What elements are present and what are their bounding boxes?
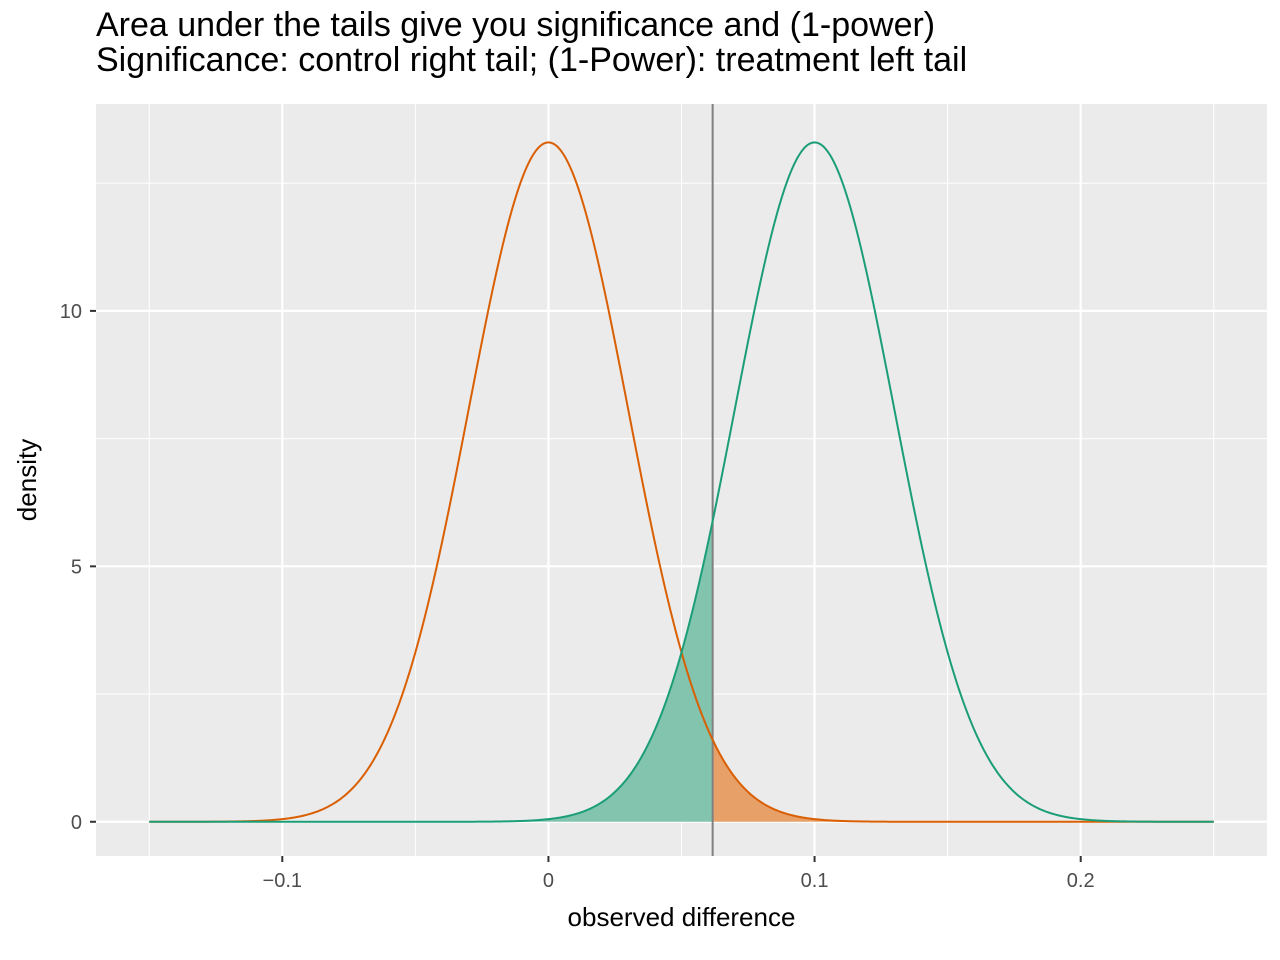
density-curve-1	[149, 141, 1214, 823]
density-curves	[149, 141, 1214, 823]
chart-subtitle: Significance: control right tail; (1-Pow…	[96, 41, 968, 79]
x-tick-label-1: 0	[543, 870, 554, 892]
y-tick-label-0: 0	[71, 812, 82, 834]
title-block: Area under the tails give you significan…	[96, 8, 967, 78]
chart-title: Area under the tails give you significan…	[96, 6, 936, 44]
y-tick-label-1: 5	[71, 556, 82, 578]
x-axis-title: observed difference	[568, 902, 796, 932]
tail-fill-0	[712, 739, 1214, 822]
grid-minor	[96, 104, 1267, 856]
x-axis: −0.1 0 0.1 0.2	[263, 856, 1095, 892]
y-axis: 0 5 10	[60, 301, 96, 834]
x-tick-label-2: 0.1	[801, 870, 829, 892]
y-tick-label-2: 10	[60, 301, 82, 323]
tail-fill-1	[149, 521, 713, 822]
tail-fills	[149, 521, 1214, 822]
x-tick-label-3: 0.2	[1067, 870, 1095, 892]
x-tick-label-0: −0.1	[263, 870, 302, 892]
y-axis-title: density	[12, 439, 42, 521]
